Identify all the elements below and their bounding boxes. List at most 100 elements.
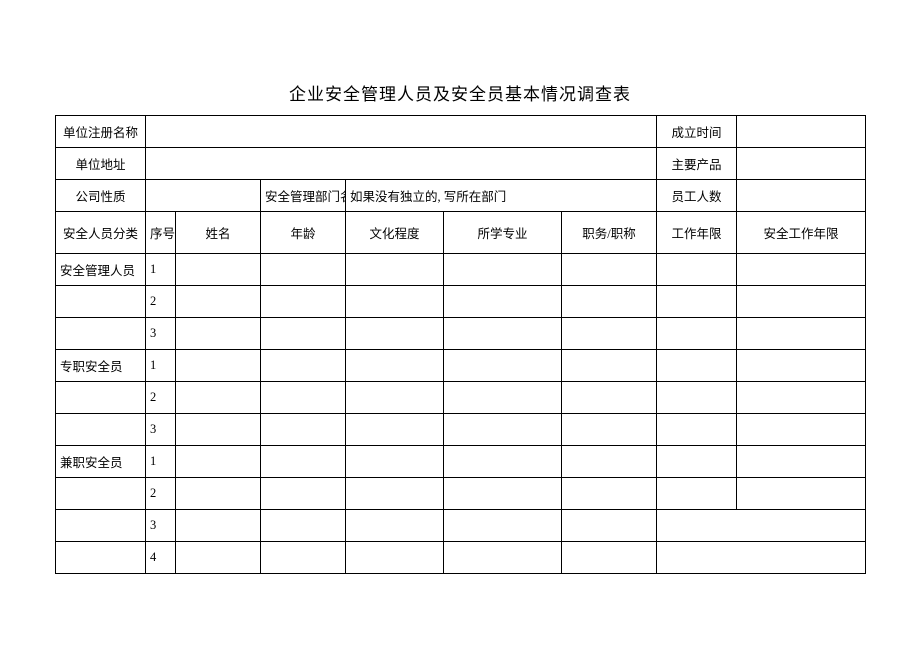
table-row: 3	[56, 318, 866, 350]
cell-seq: 1	[146, 254, 176, 286]
cell	[657, 382, 737, 414]
cell	[737, 478, 866, 510]
page: 企业安全管理人员及安全员基本情况调查表 单位注册名称 成立时间 单位地址 主要产…	[0, 0, 920, 651]
cell	[444, 414, 562, 446]
cell	[346, 382, 444, 414]
cell	[56, 510, 146, 542]
cell	[562, 318, 657, 350]
value-product	[737, 148, 866, 180]
label-company-nature: 公司性质	[56, 180, 146, 212]
cell	[737, 254, 866, 286]
cell	[261, 478, 346, 510]
table-row: 安全管理人员 1	[56, 254, 866, 286]
cell	[261, 510, 346, 542]
value-unit-name	[146, 116, 657, 148]
cell	[737, 286, 866, 318]
label-establish-date: 成立时间	[657, 116, 737, 148]
table-row: 兼职安全员 1	[56, 446, 866, 478]
cell	[562, 510, 657, 542]
cell	[444, 510, 562, 542]
hdr-category: 安全人员分类	[56, 212, 146, 254]
cell	[176, 446, 261, 478]
cell	[657, 286, 737, 318]
cell	[176, 542, 261, 574]
hdr-major: 所学专业	[444, 212, 562, 254]
form-title: 企业安全管理人员及安全员基本情况调查表	[55, 80, 865, 105]
hdr-edu: 文化程度	[346, 212, 444, 254]
cell-seq: 1	[146, 446, 176, 478]
cell	[346, 286, 444, 318]
cell	[346, 350, 444, 382]
label-address: 单位地址	[56, 148, 146, 180]
cell	[346, 446, 444, 478]
group-label-3: 兼职安全员	[56, 446, 146, 478]
label-employee-count: 员工人数	[657, 180, 737, 212]
info-row-1: 单位注册名称 成立时间	[56, 116, 866, 148]
cell-seq: 1	[146, 350, 176, 382]
cell	[657, 478, 737, 510]
cell	[176, 510, 261, 542]
table-row: 3	[56, 510, 866, 542]
value-safety-dept: 如果没有独立的, 写所在部门	[346, 180, 657, 212]
value-employee-count	[737, 180, 866, 212]
info-row-3: 公司性质 安全管理部门名称 如果没有独立的, 写所在部门 员工人数	[56, 180, 866, 212]
cell	[444, 254, 562, 286]
cell	[657, 446, 737, 478]
cell	[444, 350, 562, 382]
table-row: 2	[56, 286, 866, 318]
cell	[346, 318, 444, 350]
table-row: 2	[56, 382, 866, 414]
cell	[562, 254, 657, 286]
cell	[56, 318, 146, 350]
cell	[562, 414, 657, 446]
cell	[56, 382, 146, 414]
cell	[261, 318, 346, 350]
cell	[176, 254, 261, 286]
cell	[562, 382, 657, 414]
header-row: 安全人员分类 序号 姓名 年龄 文化程度 所学专业 职务/职称 工作年限 安全工…	[56, 212, 866, 254]
cell	[176, 478, 261, 510]
table-row: 2	[56, 478, 866, 510]
cell-seq: 3	[146, 318, 176, 350]
cell	[737, 318, 866, 350]
cell	[444, 286, 562, 318]
table-row: 3	[56, 414, 866, 446]
cell	[176, 382, 261, 414]
cell	[444, 318, 562, 350]
cell	[444, 382, 562, 414]
hdr-safety-years: 安全工作年限	[737, 212, 866, 254]
cell	[444, 478, 562, 510]
cell-seq: 2	[146, 382, 176, 414]
value-address	[146, 148, 657, 180]
cell	[737, 510, 866, 542]
cell	[261, 414, 346, 446]
cell	[346, 414, 444, 446]
cell	[346, 510, 444, 542]
cell	[261, 286, 346, 318]
label-safety-dept: 安全管理部门名称	[261, 180, 346, 212]
hdr-seq: 序号	[146, 212, 176, 254]
cell	[346, 254, 444, 286]
info-row-2: 单位地址 主要产品	[56, 148, 866, 180]
hdr-name: 姓名	[176, 212, 261, 254]
cell	[261, 350, 346, 382]
cell	[261, 254, 346, 286]
table-row: 专职安全员 1	[56, 350, 866, 382]
group-label-2: 专职安全员	[56, 350, 146, 382]
cell	[657, 510, 737, 542]
cell	[56, 478, 146, 510]
cell	[346, 542, 444, 574]
cell	[444, 446, 562, 478]
cell	[562, 478, 657, 510]
cell	[176, 286, 261, 318]
cell-seq: 2	[146, 286, 176, 318]
cell	[657, 350, 737, 382]
cell	[737, 446, 866, 478]
cell	[562, 446, 657, 478]
cell	[176, 350, 261, 382]
cell	[737, 542, 866, 574]
cell-seq: 2	[146, 478, 176, 510]
hdr-years: 工作年限	[657, 212, 737, 254]
cell	[56, 542, 146, 574]
cell	[261, 382, 346, 414]
